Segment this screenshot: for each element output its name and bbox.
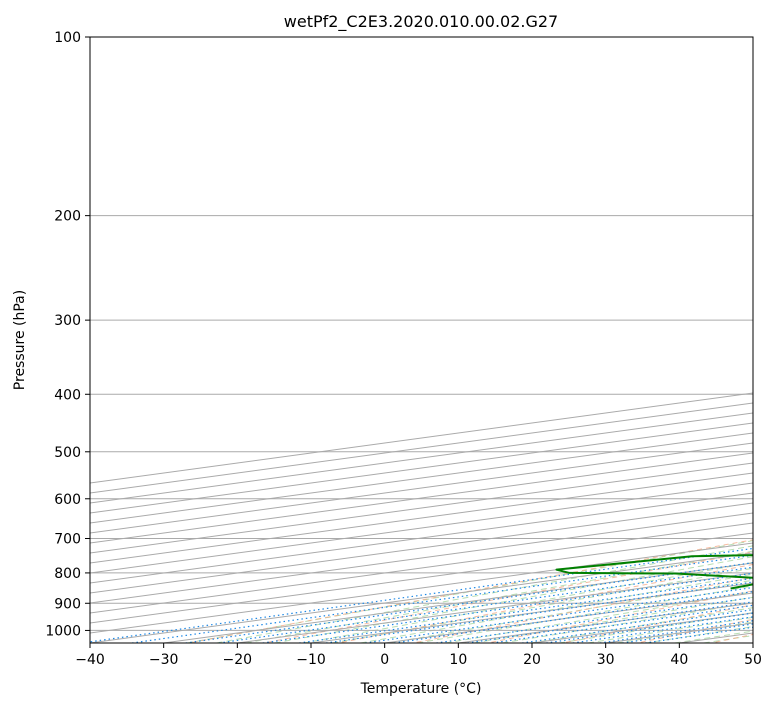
x-tick-label: −20 [223, 652, 253, 668]
mixing-ratio-line [185, 562, 753, 643]
x-tick-label: 10 [449, 652, 467, 668]
moist-adiabat-line [417, 585, 753, 643]
chart-title: wetPf2_C2E3.2020.010.00.02.G27 [284, 12, 558, 32]
y-tick-label: 900 [54, 596, 81, 612]
isotherm-line [90, 452, 753, 544]
y-tick-label: 300 [54, 313, 81, 329]
x-tick-label: 50 [744, 652, 762, 668]
y-tick-label: 800 [54, 566, 81, 582]
x-tick-label: 30 [597, 652, 615, 668]
y-axis-label: Pressure (hPa) [12, 290, 28, 390]
x-tick-label: −30 [149, 652, 179, 668]
plot-area: -100-90-80-70-60-50-40-30-20-10010203040… [90, 37, 753, 643]
mixing-ratio-line [218, 566, 753, 643]
isotherm-line [90, 482, 753, 574]
y-tick-label: 100 [54, 30, 81, 46]
x-tick-label: −10 [296, 652, 326, 668]
mixing-ratio-lines [90, 547, 753, 643]
x-tick-label: 40 [670, 652, 688, 668]
isotherm-line [90, 502, 753, 594]
y-tick-label: 400 [54, 387, 81, 403]
mixing-ratio-line [299, 577, 753, 643]
y-tick-label: 600 [54, 492, 81, 508]
x-axis-label: Temperature (°C) [360, 681, 482, 697]
moist-adiabat-line [216, 545, 753, 643]
x-axis-ticks: −40 −30 −20 −10 0 10 20 30 40 50 [75, 643, 762, 668]
isotherm-line [90, 462, 753, 554]
mixing-ratio-line [262, 572, 753, 643]
y-tick-label: 500 [54, 445, 81, 461]
plot-frame [89, 36, 754, 644]
x-tick-label: 20 [523, 652, 541, 668]
y-tick-label: 1000 [45, 623, 81, 639]
moist-adiabat-line [331, 567, 753, 643]
pressure-gridlines [90, 37, 753, 631]
isotherm-line [90, 532, 753, 624]
x-tick-label: 0 [380, 652, 389, 668]
isotherm-line [90, 492, 753, 584]
moist-adiabat-line [187, 540, 753, 643]
isotherm-line [90, 512, 753, 604]
isotherm-line [90, 472, 753, 564]
y-axis-ticks: 100 200 300 400 500 600 700 800 900 1000 [45, 30, 90, 639]
x-tick-label: −40 [75, 652, 105, 668]
isotherms [90, 392, 753, 643]
y-tick-label: 200 [54, 209, 81, 225]
y-tick-label: 700 [54, 532, 81, 548]
moist-adiabat-line [360, 573, 753, 643]
isotherm-line [90, 522, 753, 614]
